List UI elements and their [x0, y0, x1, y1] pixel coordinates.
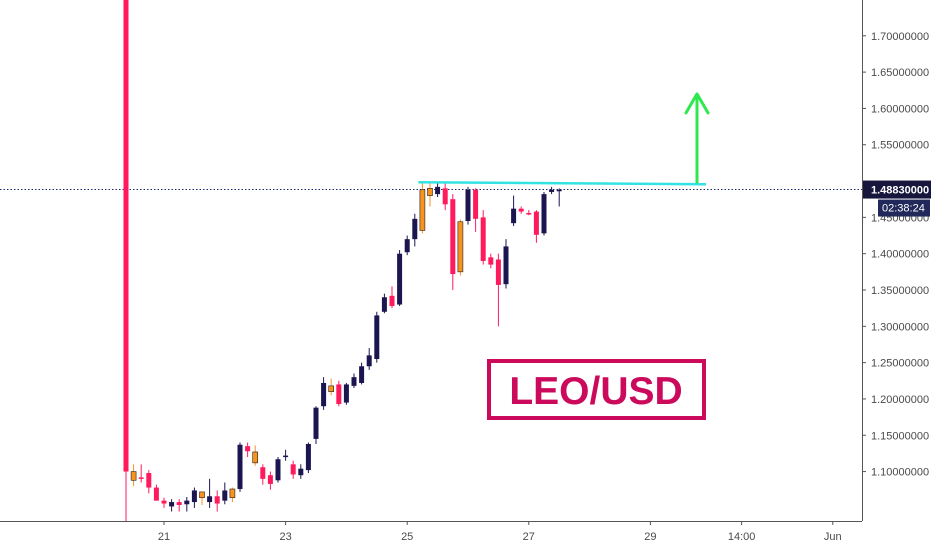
- candle-body: [480, 217, 486, 261]
- candle-body: [389, 295, 395, 306]
- candle-body: [153, 487, 159, 501]
- candle-body: [549, 189, 555, 192]
- candle-body: [412, 218, 418, 240]
- candle-body: [533, 211, 539, 235]
- price-axis[interactable]: 1.10000000 1.15000000 1.20000000 1.25000000…: [862, 0, 931, 521]
- candle-body: [359, 366, 365, 383]
- candle-body: [214, 496, 220, 504]
- chart-title-box: LEO/USD: [487, 359, 706, 420]
- candle-body: [541, 194, 547, 234]
- time-axis[interactable]: 21 23 25 27 29 14:00 Jun: [0, 521, 862, 543]
- time-tick-label: 23: [279, 531, 291, 543]
- candle-body: [435, 186, 441, 195]
- price-tick-label: 1.15000000: [871, 430, 929, 442]
- candle-body: [199, 491, 205, 499]
- time-tick-label: 14:00: [728, 531, 756, 543]
- price-tick-label: 1.65000000: [871, 67, 929, 79]
- candle-body: [473, 189, 479, 219]
- time-tick-label: 25: [401, 531, 413, 543]
- candle-body: [191, 490, 197, 503]
- candle-body: [207, 496, 213, 503]
- time-tick-label: Jun: [824, 531, 842, 543]
- candle-body: [252, 451, 258, 464]
- candle-body: [138, 477, 144, 479]
- candle-body: [366, 355, 372, 367]
- candle-body: [503, 246, 509, 285]
- candle-body: [442, 188, 448, 205]
- candle-body: [336, 384, 342, 405]
- plot-area[interactable]: [0, 0, 862, 521]
- candle-body: [245, 446, 251, 452]
- countdown-label: 02:38:24: [882, 203, 925, 215]
- candle-body: [518, 208, 524, 212]
- candle-body: [298, 468, 304, 476]
- candle-body: [169, 502, 175, 507]
- candle-body: [184, 500, 190, 505]
- candle-body: [556, 189, 562, 192]
- candle-body: [526, 213, 532, 215]
- price-tick-label: 1.35000000: [871, 285, 929, 297]
- candle-body: [321, 382, 327, 407]
- price-tick-label: 1.60000000: [871, 103, 929, 115]
- candle-body: [123, 0, 129, 472]
- price-tick-label: 1.70000000: [871, 31, 929, 43]
- candle-body: [283, 455, 289, 458]
- candle-body: [381, 297, 387, 312]
- candle-body: [488, 257, 494, 265]
- chart-title-frame: [487, 359, 706, 420]
- candle-body: [305, 443, 311, 471]
- price-tick-label: 1.30000000: [871, 321, 929, 333]
- candle-body: [351, 377, 357, 386]
- price-tick-label: 1.20000000: [871, 394, 929, 406]
- candle-body: [457, 221, 464, 273]
- candle-body: [229, 488, 236, 499]
- candle-body: [465, 189, 471, 221]
- candle-body: [290, 464, 296, 475]
- candle-body: [313, 407, 319, 439]
- price-tick-label: 1.40000000: [871, 249, 929, 261]
- candle-body: [495, 259, 501, 285]
- candle-body: [222, 490, 228, 501]
- candle-body: [343, 384, 349, 403]
- current-price-badge: [863, 180, 931, 199]
- candle-body: [328, 385, 335, 392]
- resistance-line: [418, 180, 707, 186]
- chart-title: LEO/USD: [509, 370, 682, 413]
- time-tick-label: 27: [523, 531, 535, 543]
- candle-body: [450, 199, 456, 275]
- candle-body: [404, 239, 410, 253]
- price-tick-label: 1.55000000: [871, 140, 929, 152]
- time-tick-label: 29: [644, 531, 656, 543]
- time-tick-label: 21: [158, 531, 170, 543]
- candle-body: [237, 444, 243, 490]
- candle-body: [419, 189, 426, 231]
- countdown-badge: [878, 199, 930, 217]
- candle-body: [260, 467, 266, 479]
- price-tick-label: 1.25000000: [871, 358, 929, 370]
- price-tick-label: 1.10000000: [871, 467, 929, 479]
- candle-body: [161, 500, 167, 504]
- candle-body: [176, 502, 182, 505]
- candle-body: [130, 471, 137, 481]
- target-arrow-head: [684, 92, 710, 115]
- candle-body: [397, 253, 403, 305]
- current-price-label: 1.48830000: [871, 185, 929, 197]
- candle-body: [427, 188, 433, 196]
- candle-body: [374, 315, 380, 359]
- candle-body: [267, 475, 273, 484]
- candle-body: [275, 459, 281, 481]
- candle-body: [511, 208, 517, 224]
- candle-body: [146, 473, 152, 488]
